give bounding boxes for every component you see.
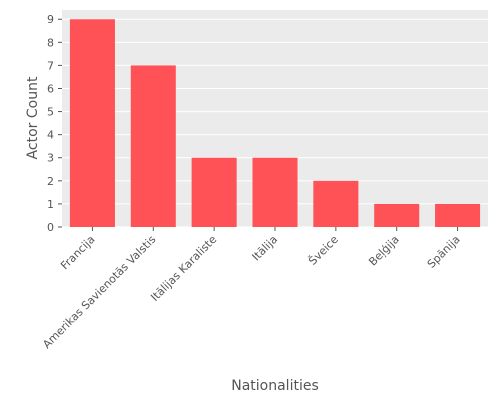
y-tick-label: 8	[47, 36, 54, 49]
y-tick-label: 7	[47, 59, 54, 72]
x-tick-label: Šveice	[306, 233, 341, 268]
bar	[313, 180, 359, 227]
y-tick-label: 1	[47, 198, 54, 211]
x-tick-label: Itālija	[250, 233, 281, 264]
y-tick-label: 4	[47, 129, 54, 142]
bar	[191, 157, 237, 227]
y-tick-label: 0	[47, 221, 54, 234]
y-axis-title: Actor Count	[25, 76, 41, 159]
x-tick-label: Francija	[58, 233, 97, 272]
y-tick-label: 6	[47, 82, 54, 95]
bar	[374, 203, 420, 227]
y-tick-label: 3	[47, 152, 54, 165]
bar	[252, 157, 298, 227]
x-tick-label: Itālijas Karaliste	[148, 233, 219, 304]
y-tick-label: 5	[47, 106, 54, 119]
y-tick-label: 2	[47, 175, 54, 188]
y-axis-ticks: 0 1 2 3 4 5 6 7 8 9	[47, 13, 62, 234]
y-tick-label: 9	[47, 13, 54, 26]
x-tick-label: Beļģija	[366, 233, 402, 269]
bars	[69, 19, 481, 228]
x-axis-title: Nationalities	[231, 378, 319, 394]
bar	[69, 19, 115, 228]
bar	[435, 203, 481, 227]
bar	[130, 65, 176, 227]
x-tick-label: Amerikas Savienotās Valstis	[40, 233, 158, 351]
x-tick-label: Spānija	[425, 233, 463, 271]
